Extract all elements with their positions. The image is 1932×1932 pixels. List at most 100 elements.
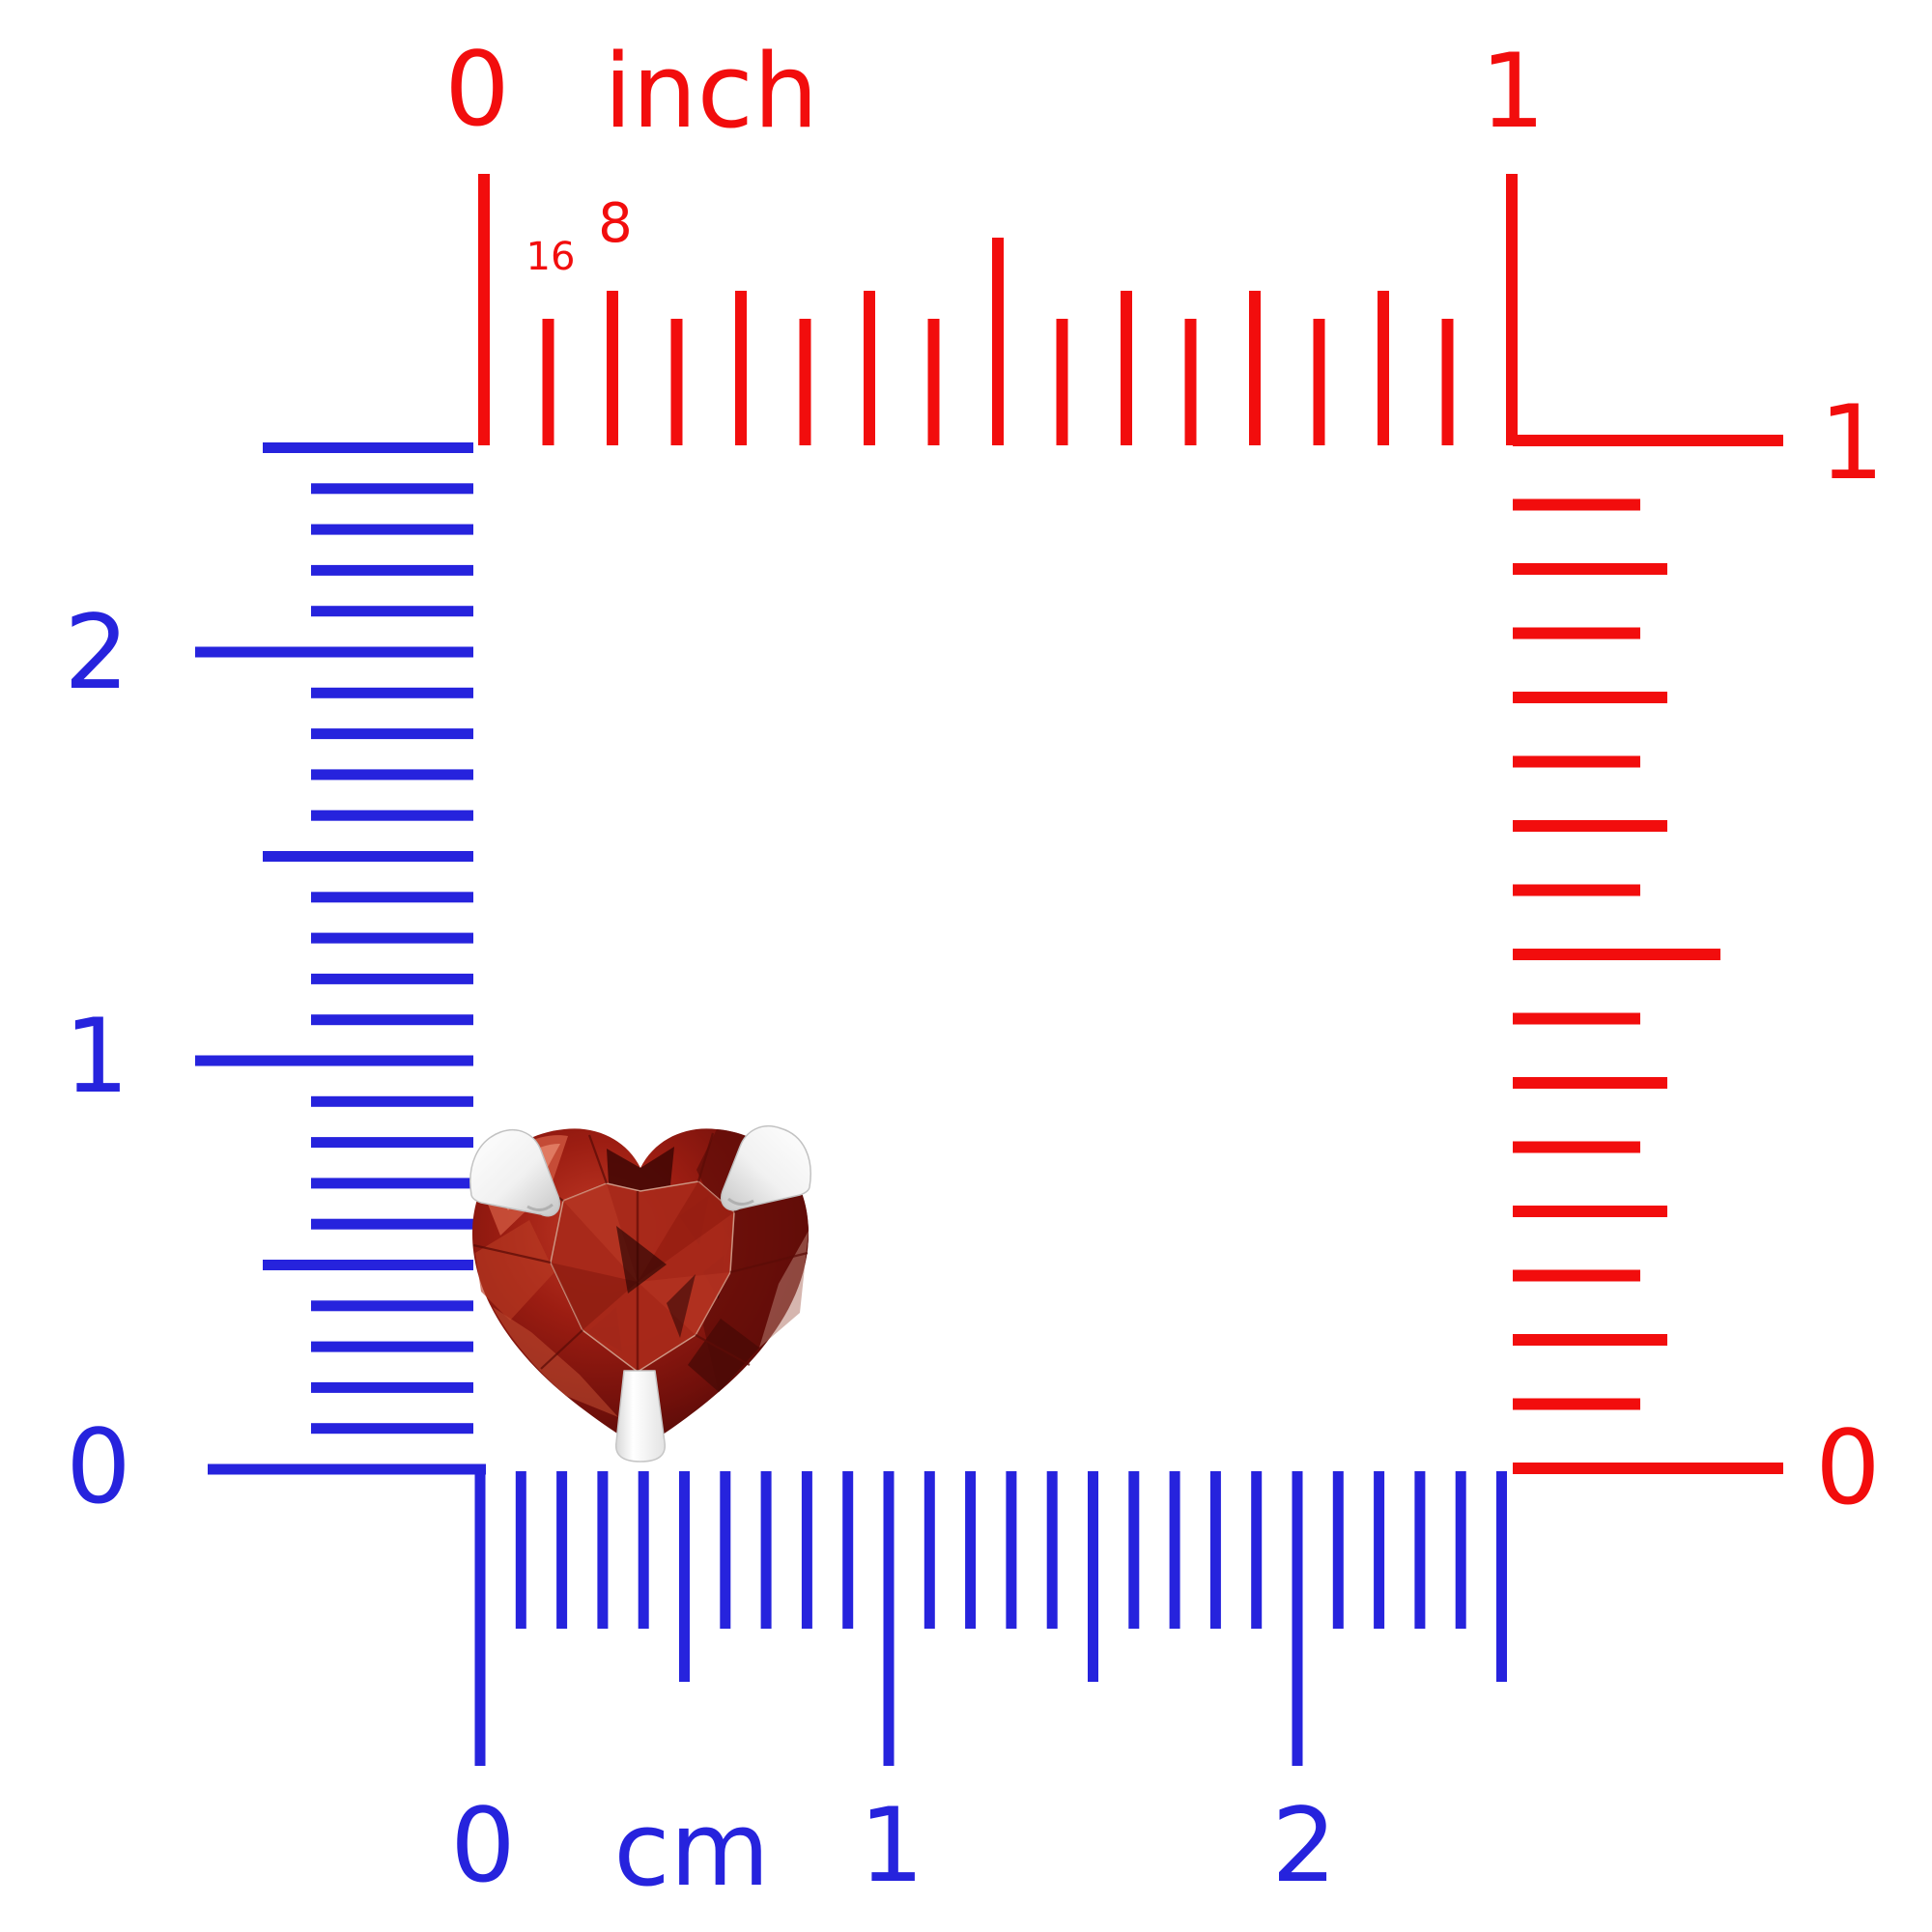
ruler-tick [1128,1471,1140,1629]
ruler-tick [478,174,490,445]
ruler-tick [311,1095,473,1107]
ruler-tick [311,892,473,903]
silver-prong-top-right [721,1125,811,1211]
ruler-tick [1513,627,1640,639]
left-ruler-one-label: 1 [64,997,129,1116]
garnet-heart-gemstone [469,1125,811,1463]
ruler-tick [1121,291,1132,445]
ruler-tick [311,687,473,698]
ruler-tick [311,1178,473,1189]
ruler-tick [311,606,473,617]
ruler-tick [842,1471,854,1629]
ruler-tick [1006,1471,1017,1629]
ruler-tick [1332,1471,1344,1629]
left-ruler-zero-label: 0 [66,1407,131,1526]
ruler-tick [799,319,811,445]
ruler-tick [1455,1471,1466,1629]
ruler-tick [1378,291,1389,445]
ruler-tick [801,1471,812,1629]
ruler-tick [1513,1334,1667,1346]
ruler-tick [311,1423,473,1435]
ruler-tick [263,442,473,453]
right-ruler-zero-label: 0 [1815,1408,1881,1527]
ruler-tick [735,291,747,445]
ruler-tick [311,524,473,535]
ruler-tick [923,1471,935,1629]
ruler-tick [195,1055,473,1066]
ruler-tick [556,1471,568,1629]
inch-ruler-top [478,174,1518,445]
ruler-tick [1209,1471,1221,1629]
ruler-tick [1513,563,1667,575]
ruler-tick [992,238,1004,445]
ruler-tick [1496,1471,1507,1682]
top-ruler-unit-label: inch [603,32,819,151]
ruler-tick [1414,1471,1426,1629]
ruler-tick [311,810,473,821]
ruler-tick [263,851,473,862]
ruler-tick [1292,1471,1303,1766]
ruler-tick [670,319,683,445]
ruler-tick [1513,435,1783,446]
ruler-tick [1513,755,1640,768]
ruler-tick [1506,174,1518,445]
ruler-tick [965,1471,977,1629]
ruler-tick [515,1471,526,1629]
ruler-tick [864,291,875,445]
ruler-tick [720,1471,731,1629]
ruler-tick [542,319,554,445]
ruler-tick [311,769,473,781]
ruler-tick [1313,319,1325,445]
ruler-tick [1184,319,1197,445]
bottom-ruler-one-label: 1 [859,1786,924,1905]
ruler-tick [1513,498,1640,511]
left-ruler-two-label: 2 [64,593,129,712]
ruler-tick [1513,1141,1640,1153]
ruler-tick [607,291,618,445]
ruler-tick [883,1471,895,1766]
ruler-tick [1249,291,1261,445]
ruler-tick [679,1471,690,1682]
ruler-tick [597,1471,609,1629]
ruler-tick [311,1218,473,1230]
ruler-tick [638,1471,649,1629]
ruler-tick [1056,319,1068,445]
ruler-tick [1046,1471,1058,1629]
ruler-tick [1513,949,1720,960]
ruler-tick [1513,692,1667,703]
top-ruler-eighth-label: 8 [598,192,633,255]
bottom-ruler-unit-label: cm [613,1790,770,1909]
silver-prong-bottom [614,1370,667,1463]
ruler-tick [1441,319,1454,445]
ruler-tick [311,483,473,495]
ruler-tick [474,1463,486,1766]
top-ruler-sixteenth-label: 16 [526,235,576,279]
top-ruler-zero-label: 0 [444,30,510,149]
ruler-tick [311,1014,473,1026]
ruler-tick [311,1341,473,1352]
cm-ruler-left [195,442,486,1475]
ruler-tick [311,932,473,944]
ruler-tick [1169,1471,1180,1629]
ruler-tick [311,1300,473,1312]
ruler-tick [311,1381,473,1393]
ruler-tick [311,1137,473,1149]
ruler-tick [1513,1077,1667,1089]
ruler-tick [760,1471,772,1629]
inch-ruler-right [1513,435,1783,1474]
ruler-tick [1513,1012,1640,1025]
cm-ruler-bottom [474,1463,1507,1766]
ruler-tick [311,728,473,740]
ruler-tick [195,646,473,658]
top-ruler-one-label: 1 [1480,32,1546,151]
ruler-tick [1374,1471,1385,1629]
ruler-tick [1513,1463,1783,1474]
ruler-tick [927,319,940,445]
ruler-tick [311,973,473,984]
ruler-tick [263,1260,473,1270]
ruler-tick [311,564,473,576]
ruler-tick [1513,1398,1640,1410]
ruler-tick [1513,884,1640,896]
